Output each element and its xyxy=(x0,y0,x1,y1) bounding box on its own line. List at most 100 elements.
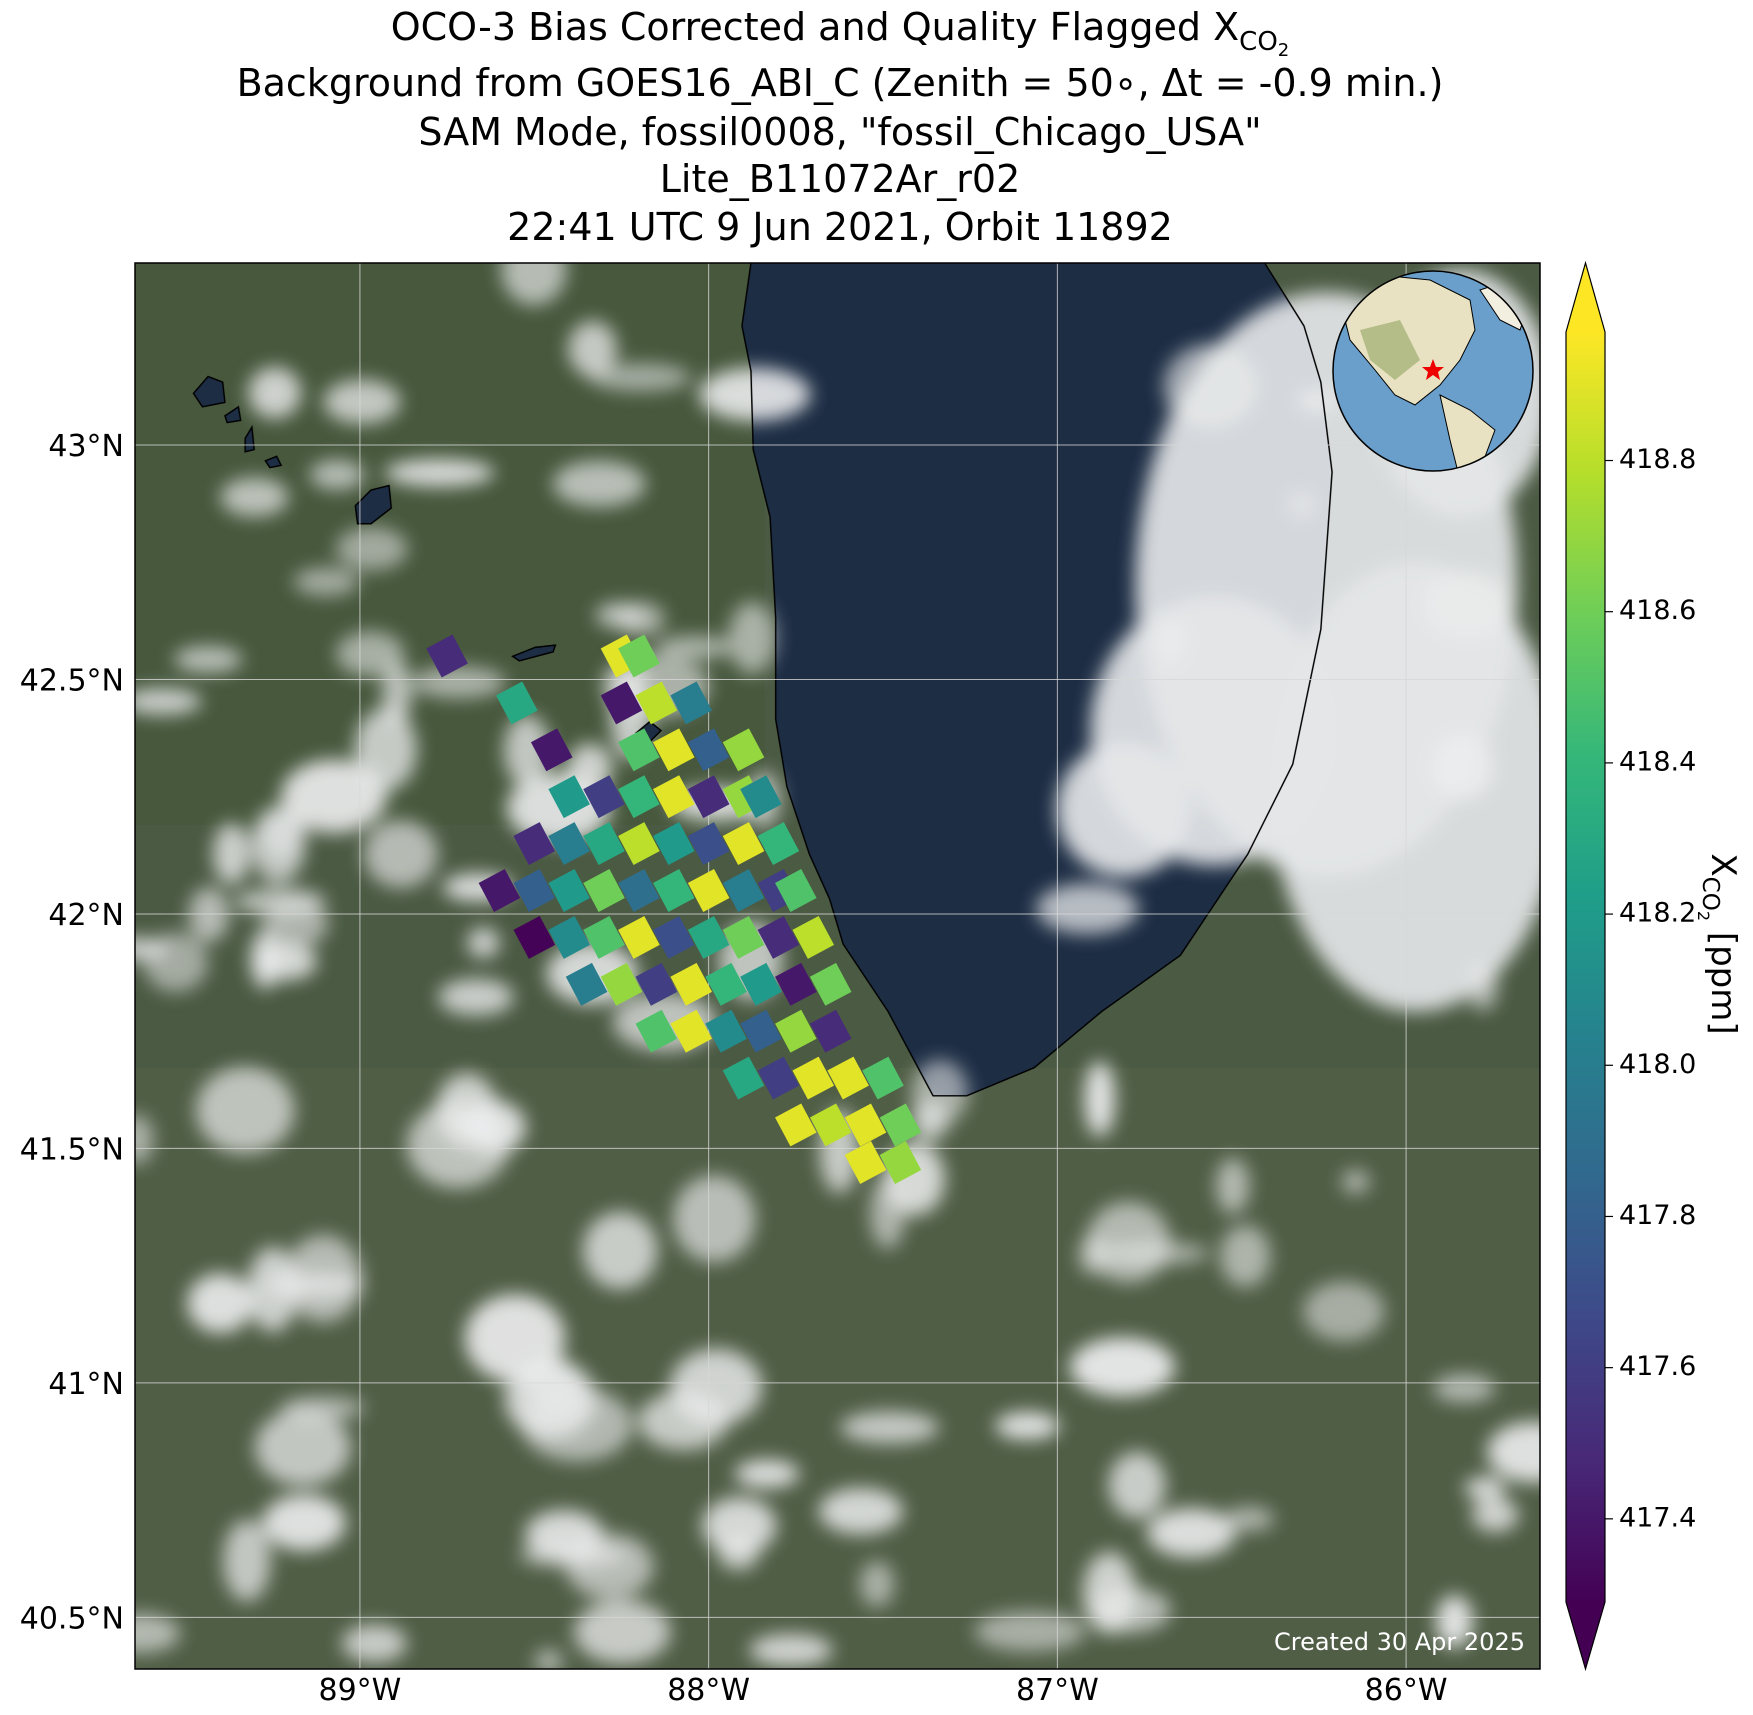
footprint xyxy=(513,915,556,959)
cloud xyxy=(1108,1451,1166,1519)
cloud xyxy=(309,459,365,490)
cloud xyxy=(1423,571,1513,637)
footprint xyxy=(809,1103,852,1147)
footprint xyxy=(565,962,608,1006)
footprint xyxy=(687,728,730,772)
y-tick-label: 41°N xyxy=(48,1367,124,1402)
created-note: Created 30 Apr 2025 xyxy=(1274,1628,1525,1656)
colorbar-label-unit: [ppm] xyxy=(1703,921,1743,1035)
x-tick-label: 87°W xyxy=(1016,1673,1099,1708)
cloud xyxy=(749,1633,833,1667)
cloud xyxy=(655,635,733,659)
colorbar-tick-label: 417.4 xyxy=(1619,1502,1696,1533)
footprint xyxy=(722,728,765,772)
footprint xyxy=(496,681,538,725)
footprint xyxy=(775,869,817,912)
cloud xyxy=(363,820,438,888)
axes: 89°W 88°W 87°W 86°W 40.5°N 41°N 41.5°N 42°N 42.5… xyxy=(20,429,1448,1708)
cloud xyxy=(247,1246,298,1333)
cloud xyxy=(698,367,811,421)
cloud xyxy=(574,1599,671,1664)
cloud xyxy=(1435,1595,1474,1648)
footprint xyxy=(740,1009,782,1053)
footprint xyxy=(722,915,765,959)
footprint xyxy=(548,775,590,819)
subtitle: SAM Mode, fossil0008, "fossil_Chicago_US… xyxy=(418,110,1261,154)
cloud xyxy=(438,978,514,1016)
cloud xyxy=(1098,1241,1210,1265)
cloud xyxy=(1286,490,1318,519)
cloud xyxy=(1082,1551,1136,1634)
y-tick-label: 40.5°N xyxy=(20,1601,124,1636)
footprint xyxy=(827,1056,869,1100)
cloud xyxy=(717,1535,760,1571)
colorbar-label-subsub: 2 xyxy=(1694,911,1713,921)
cloud xyxy=(251,805,306,884)
cloud xyxy=(503,714,551,787)
colorbar-tick-label: 418.2 xyxy=(1619,898,1696,929)
x-tick-label: 89°W xyxy=(319,1673,402,1708)
x-tick-label: 88°W xyxy=(667,1673,750,1708)
colorbar-body xyxy=(1566,332,1605,1602)
footprint xyxy=(809,1009,852,1053)
cloud xyxy=(1215,1157,1250,1215)
subtitle: Lite_B11072Ar_r02 xyxy=(660,157,1021,201)
cloud xyxy=(223,1519,271,1602)
footprint xyxy=(652,728,695,772)
footprint xyxy=(618,634,660,678)
cloud xyxy=(188,887,230,943)
footprint xyxy=(530,728,573,772)
map-background xyxy=(135,263,1540,1669)
footprint xyxy=(618,775,660,819)
cloud xyxy=(1270,562,1540,1012)
cloud xyxy=(1036,883,1139,934)
footprint xyxy=(600,962,643,1006)
footprints xyxy=(426,634,922,1184)
footprint xyxy=(879,1141,922,1184)
footprint xyxy=(652,915,695,959)
colorbar-tick-label: 418.6 xyxy=(1619,595,1696,626)
colorbar-tick-label: 417.6 xyxy=(1619,1351,1696,1382)
cloud xyxy=(213,823,250,885)
cloud xyxy=(467,927,500,959)
colorbar-tick-label: 418.0 xyxy=(1619,1049,1696,1080)
colorbar-over xyxy=(1566,263,1605,332)
cloud xyxy=(869,1176,906,1249)
colorbar-outline xyxy=(1565,260,1606,1672)
cloud xyxy=(250,929,280,990)
cloud xyxy=(859,1560,895,1608)
cloud xyxy=(1069,1337,1175,1397)
colorbar-tick-label: 417.8 xyxy=(1619,1200,1696,1231)
grid xyxy=(135,263,1540,1669)
footprint xyxy=(600,681,643,725)
title-subsub: 2 xyxy=(1278,40,1289,61)
cloud xyxy=(143,932,209,993)
colorbar-under xyxy=(1566,1602,1605,1669)
inset-globe xyxy=(1332,270,1534,472)
cloud xyxy=(1163,343,1259,429)
footprint xyxy=(862,1056,904,1100)
footprint xyxy=(722,869,765,912)
cloud xyxy=(568,320,617,377)
cloud xyxy=(1084,1061,1116,1137)
cloud xyxy=(995,1411,1060,1440)
cloud xyxy=(187,1273,254,1334)
subtitle: 22:41 UTC 9 Jun 2021, Orbit 11892 xyxy=(507,205,1173,249)
footprint xyxy=(757,1056,800,1100)
footprint xyxy=(757,822,800,866)
cloud xyxy=(911,1101,949,1142)
footprint xyxy=(513,822,556,866)
footprint xyxy=(792,1056,835,1100)
globe-outline xyxy=(1332,270,1534,472)
footprint xyxy=(635,962,678,1006)
footprint xyxy=(775,1103,817,1147)
cloud xyxy=(135,688,202,715)
footprint xyxy=(548,822,590,866)
cloud xyxy=(617,602,666,636)
footprint xyxy=(618,915,660,959)
coastline xyxy=(741,263,1333,1097)
cloud xyxy=(728,601,776,675)
y-tick-label: 42.5°N xyxy=(20,663,124,698)
